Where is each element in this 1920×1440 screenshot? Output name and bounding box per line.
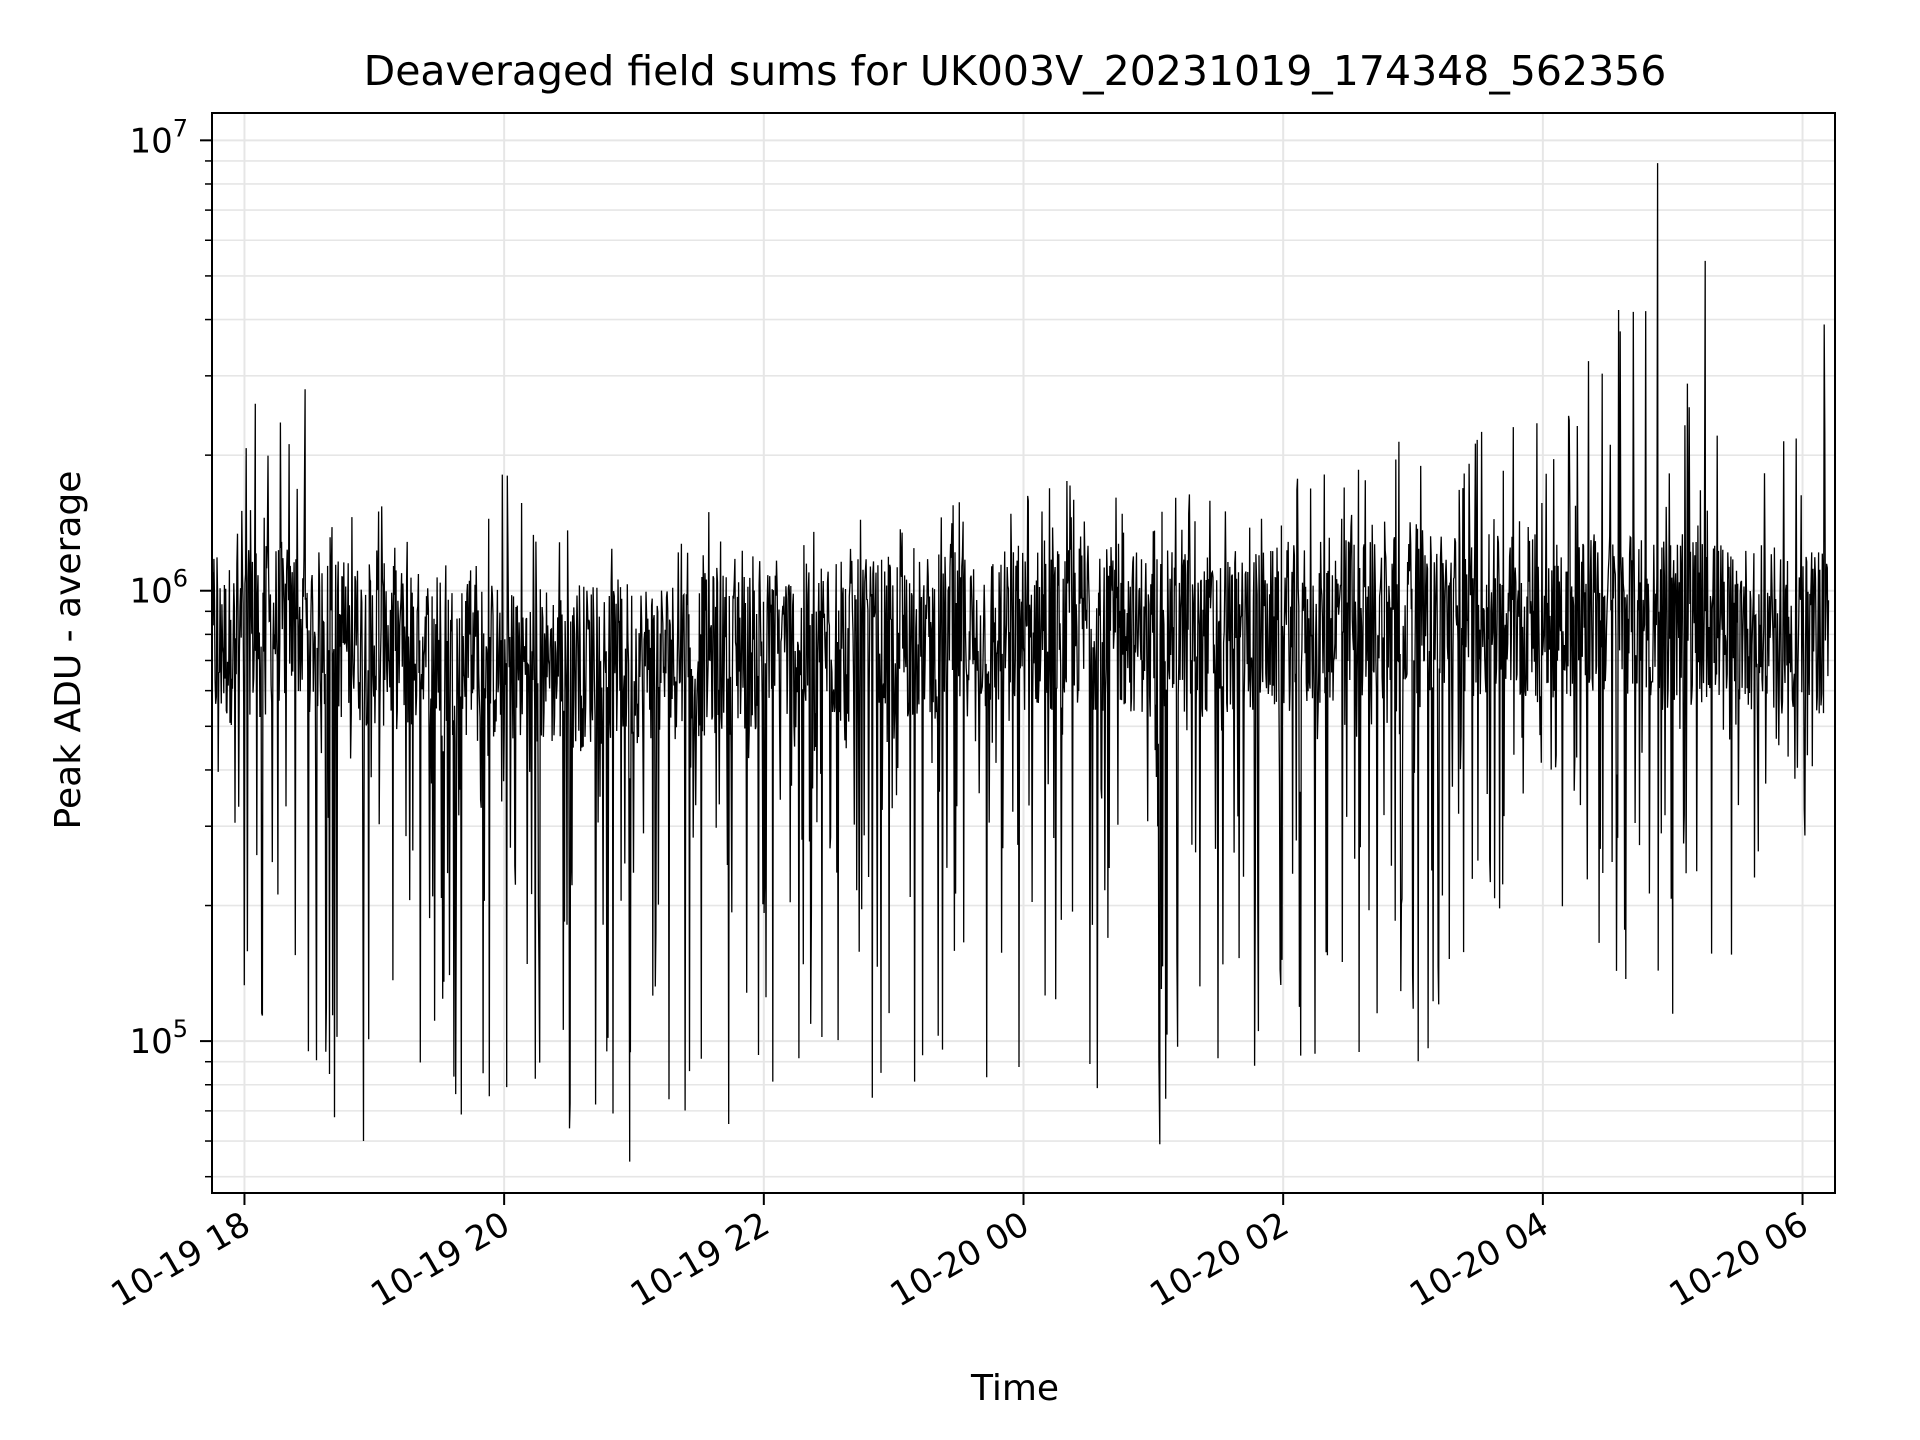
y-tick-base: 10 (129, 1022, 172, 1062)
chart-title: Deaveraged field sums for UK003V_2023101… (364, 47, 1667, 95)
y-tick-exponent: 6 (173, 565, 188, 593)
y-tick-label: 105 (129, 1015, 188, 1062)
x-axis-label: Time (970, 1368, 1059, 1409)
y-axis-label: Peak ADU - average (48, 471, 89, 830)
series-line (211, 163, 1830, 1162)
y-tick-label: 106 (129, 565, 188, 612)
data-series (211, 163, 1830, 1162)
y-tick-label: 107 (129, 114, 188, 161)
y-tick-base: 10 (129, 572, 172, 612)
y-tick-base: 10 (129, 121, 172, 161)
y-tick-exponent: 7 (173, 114, 188, 142)
y-tick-exponent: 5 (173, 1015, 188, 1043)
